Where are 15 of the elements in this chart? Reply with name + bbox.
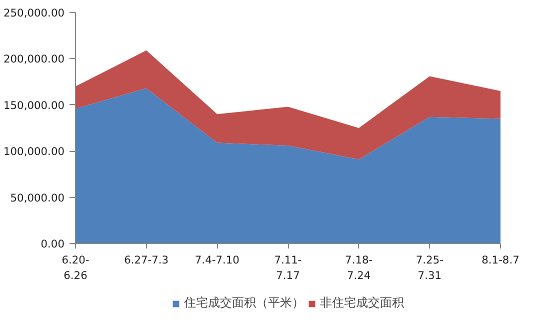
x-tick-label: 6.27-7.3: [124, 254, 169, 266]
x-tick-label: 7.11-7.17: [274, 254, 302, 282]
y-tick-label: 250,000.00: [3, 6, 65, 20]
x-tick-label: 7.25-7.31: [416, 254, 444, 282]
x-tick-label: 6.20-6.26: [62, 254, 90, 282]
y-tick-label: 50,000.00: [10, 191, 65, 204]
y-tick-label: 150,000.00: [3, 98, 65, 112]
y-tick-label: 200,000.00: [3, 52, 65, 66]
legend-label: 住宅成交面积（平米）: [184, 294, 304, 312]
x-tick-label: 7.18-7.24: [345, 254, 373, 282]
x-tick-label: 8.1-8.7: [482, 254, 520, 266]
y-tick-label: 0.00: [40, 238, 65, 250]
x-tick-label: 7.4-7.10: [194, 254, 240, 266]
y-tick-label: 100,000.00: [3, 145, 65, 158]
legend-label: 非住宅成交面积: [320, 294, 404, 312]
